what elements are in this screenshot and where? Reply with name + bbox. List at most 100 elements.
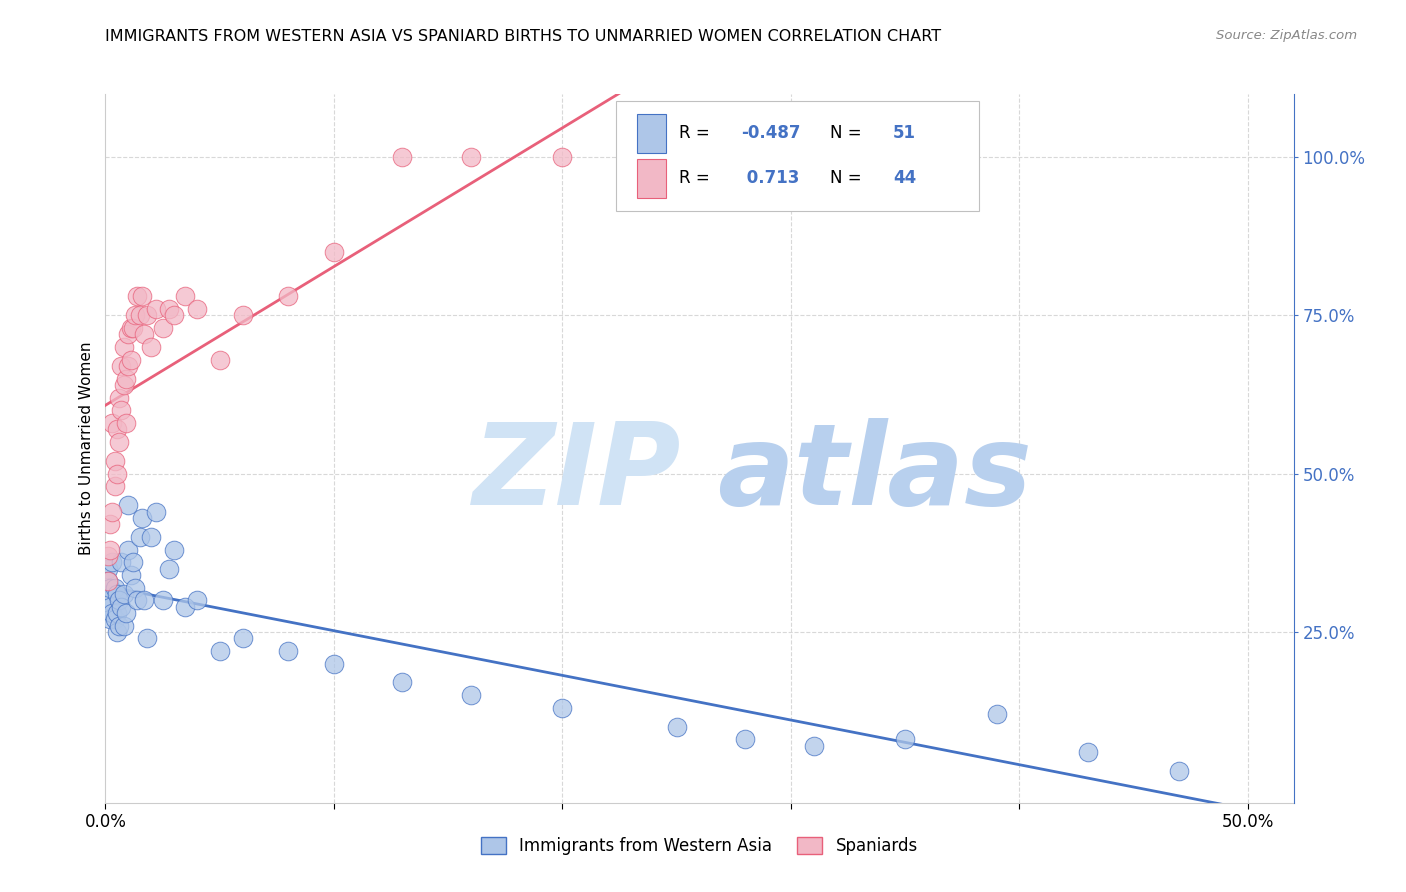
Point	[127, 289, 149, 303]
Point	[97, 549, 120, 563]
Point	[112, 378, 135, 392]
Point	[734, 732, 756, 747]
Point	[98, 612, 121, 626]
Point	[159, 301, 180, 316]
Point	[134, 593, 156, 607]
Point	[551, 701, 574, 715]
Point	[145, 301, 167, 316]
Point	[665, 150, 688, 164]
Text: 51: 51	[893, 124, 917, 142]
Point	[108, 593, 131, 607]
Point	[141, 340, 163, 354]
Point	[122, 555, 145, 569]
Point	[131, 511, 153, 525]
Point	[120, 321, 142, 335]
Point	[159, 561, 180, 575]
Point	[186, 593, 208, 607]
Point	[145, 504, 167, 518]
Point	[115, 371, 138, 385]
Point	[163, 308, 186, 322]
Point	[97, 574, 120, 589]
Point	[105, 624, 128, 639]
Point	[105, 422, 128, 436]
Point	[101, 555, 124, 569]
Point	[105, 467, 128, 481]
Point	[551, 150, 574, 164]
Point	[665, 720, 688, 734]
FancyBboxPatch shape	[616, 101, 979, 211]
Point	[98, 517, 121, 532]
Point	[141, 530, 163, 544]
Point	[105, 606, 128, 620]
FancyBboxPatch shape	[637, 113, 666, 153]
Point	[110, 555, 132, 569]
Text: atlas: atlas	[717, 417, 1032, 529]
Point	[112, 618, 135, 632]
Point	[98, 581, 121, 595]
Point	[135, 631, 157, 645]
Point	[277, 644, 299, 658]
Point	[117, 359, 139, 373]
Point	[110, 403, 132, 417]
Point	[104, 612, 127, 626]
Point	[277, 289, 299, 303]
Point	[128, 530, 150, 544]
FancyBboxPatch shape	[637, 159, 666, 198]
Point	[231, 308, 254, 322]
Point	[803, 739, 825, 753]
Text: N =: N =	[830, 169, 868, 187]
Text: IMMIGRANTS FROM WESTERN ASIA VS SPANIARD BIRTHS TO UNMARRIED WOMEN CORRELATION C: IMMIGRANTS FROM WESTERN ASIA VS SPANIARD…	[105, 29, 942, 44]
Point	[98, 599, 121, 614]
Point	[391, 150, 413, 164]
Y-axis label: Births to Unmarried Women: Births to Unmarried Women	[79, 342, 94, 555]
Point	[152, 321, 174, 335]
Point	[894, 732, 917, 747]
Point	[174, 289, 197, 303]
Point	[986, 707, 1008, 722]
Point	[124, 581, 146, 595]
Point	[127, 593, 149, 607]
Point	[322, 657, 346, 671]
Point	[231, 631, 254, 645]
Point	[110, 359, 132, 373]
Point	[108, 618, 131, 632]
Point	[135, 308, 157, 322]
Point	[152, 593, 174, 607]
Point	[104, 454, 127, 468]
Text: ZIP: ZIP	[474, 417, 682, 529]
Legend: Immigrants from Western Asia, Spaniards: Immigrants from Western Asia, Spaniards	[474, 830, 925, 862]
Point	[322, 244, 346, 259]
Text: 0.713: 0.713	[741, 169, 800, 187]
Point	[112, 340, 135, 354]
Point	[120, 567, 142, 582]
Point	[391, 675, 413, 690]
Point	[101, 504, 124, 518]
Text: Source: ZipAtlas.com: Source: ZipAtlas.com	[1216, 29, 1357, 42]
Text: -0.487: -0.487	[741, 124, 800, 142]
Point	[104, 581, 127, 595]
Point	[1168, 764, 1191, 779]
Point	[104, 479, 127, 493]
Point	[110, 599, 132, 614]
Point	[97, 593, 120, 607]
Point	[120, 352, 142, 367]
Point	[460, 688, 482, 702]
Point	[208, 644, 231, 658]
Point	[131, 289, 153, 303]
Point	[101, 606, 124, 620]
Point	[128, 308, 150, 322]
Point	[98, 542, 121, 557]
Point	[117, 498, 139, 512]
Point	[117, 542, 139, 557]
Point	[112, 587, 135, 601]
Point	[134, 327, 156, 342]
Point	[115, 606, 138, 620]
Point	[124, 308, 146, 322]
Point	[208, 352, 231, 367]
Point	[117, 327, 139, 342]
Text: R =: R =	[679, 124, 716, 142]
Point	[105, 587, 128, 601]
Point	[115, 416, 138, 430]
Point	[101, 416, 124, 430]
Point	[1077, 745, 1099, 759]
